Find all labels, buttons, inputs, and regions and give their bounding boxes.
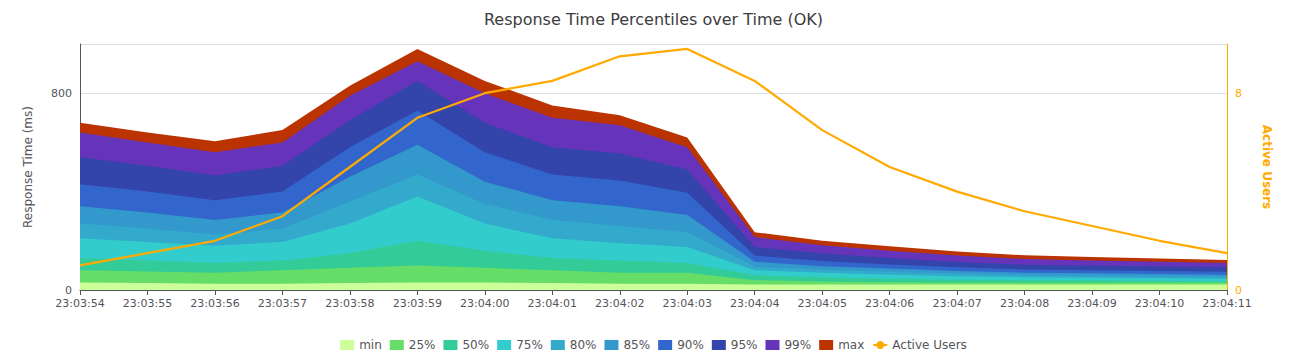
svg-text:90%: 90% (677, 338, 704, 352)
svg-text:75%: 75% (516, 338, 543, 352)
svg-text:23:04:09: 23:04:09 (1067, 297, 1116, 310)
svg-text:85%: 85% (623, 338, 650, 352)
svg-text:23:04:03: 23:04:03 (663, 297, 712, 310)
svg-text:23:04:06: 23:04:06 (865, 297, 914, 310)
svg-text:99%: 99% (784, 338, 811, 352)
svg-text:23:04:05: 23:04:05 (797, 297, 846, 310)
svg-text:23:03:58: 23:03:58 (325, 297, 374, 310)
svg-text:95%: 95% (731, 338, 758, 352)
svg-text:Active Users: Active Users (892, 338, 967, 352)
svg-text:min: min (359, 338, 382, 352)
svg-text:23:03:54: 23:03:54 (55, 297, 104, 310)
svg-text:25%: 25% (409, 338, 436, 352)
svg-text:80%: 80% (570, 338, 597, 352)
svg-text:23:04:11: 23:04:11 (1202, 297, 1251, 310)
svg-text:23:03:57: 23:03:57 (258, 297, 307, 310)
svg-text:Active Users: Active Users (1260, 125, 1274, 209)
svg-text:8: 8 (1235, 87, 1242, 100)
svg-text:50%: 50% (462, 338, 489, 352)
svg-text:23:04:00: 23:04:00 (460, 297, 509, 310)
svg-text:23:03:56: 23:03:56 (190, 297, 239, 310)
svg-text:23:04:04: 23:04:04 (730, 297, 779, 310)
svg-text:23:03:55: 23:03:55 (123, 297, 172, 310)
svg-text:800: 800 (51, 87, 72, 100)
svg-text:23:04:07: 23:04:07 (932, 297, 981, 310)
svg-text:23:04:02: 23:04:02 (595, 297, 644, 310)
svg-text:23:04:01: 23:04:01 (528, 297, 577, 310)
svg-text:23:04:10: 23:04:10 (1135, 297, 1184, 310)
svg-text:Response Time Percentiles over: Response Time Percentiles over Time (OK) (484, 10, 823, 29)
svg-text:23:03:59: 23:03:59 (393, 297, 442, 310)
svg-text:max: max (838, 338, 864, 352)
svg-text:0: 0 (1235, 284, 1242, 297)
svg-text:0: 0 (65, 284, 72, 297)
svg-text:Response Time (ms): Response Time (ms) (21, 106, 35, 228)
svg-text:23:04:08: 23:04:08 (1000, 297, 1049, 310)
